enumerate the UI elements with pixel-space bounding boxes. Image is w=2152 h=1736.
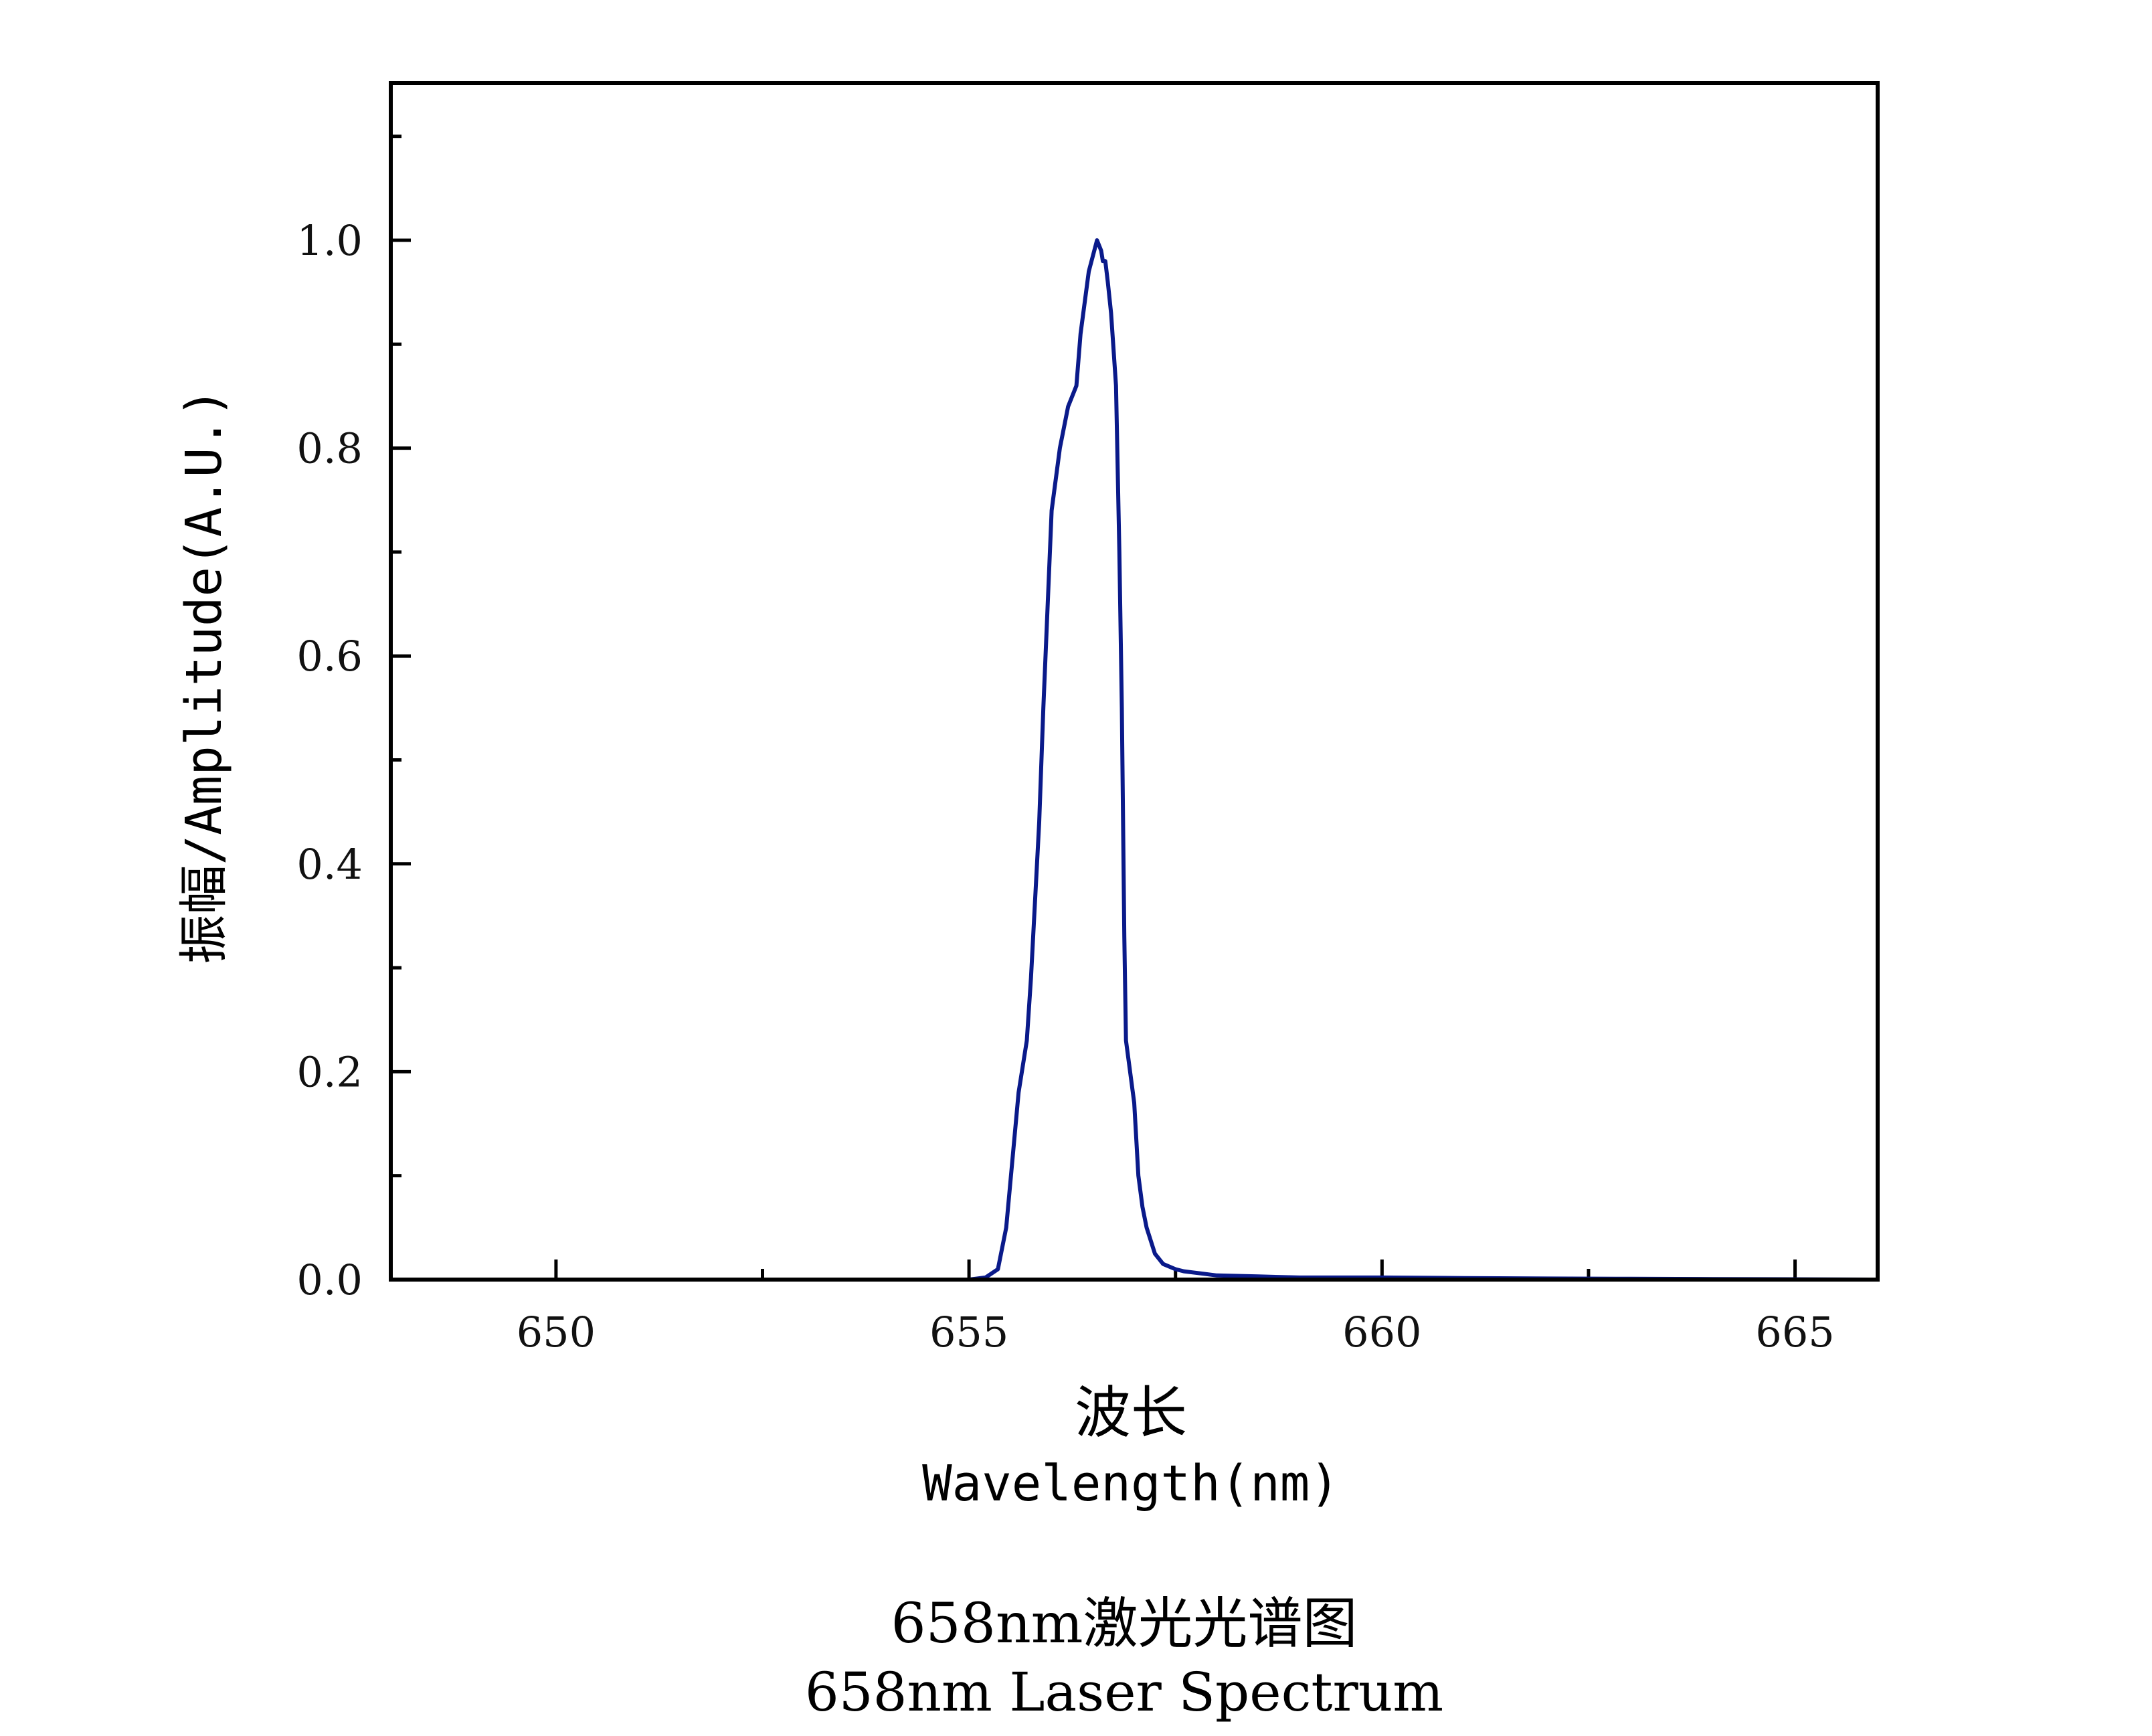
figure-caption-en: 658nm Laser Spectrum: [805, 1661, 1443, 1723]
y-tick-label-0.2: 0.2: [296, 1047, 363, 1096]
x-tick-label-665: 665: [1755, 1308, 1834, 1357]
series-line-spectrum: [389, 238, 1880, 1282]
x-axis-title-en: Wavelength(nm): [922, 1455, 1340, 1512]
y-axis-title: 振幅/Amplitude(A.U.): [175, 388, 233, 964]
plot-frame: [389, 81, 1880, 1282]
y-tick-label-0.0: 0.0: [296, 1255, 363, 1304]
y-tick-label-0.8: 0.8: [296, 424, 363, 473]
y-tick-label-0.4: 0.4: [296, 840, 363, 889]
x-tick-label-655: 655: [929, 1308, 1008, 1357]
x-tick-label-660: 660: [1342, 1308, 1421, 1357]
y-tick-label-1.0: 1.0: [296, 216, 363, 265]
x-tick-label-650: 650: [517, 1308, 596, 1357]
tick-layer: 650 655 660 665 0.0 0.2 0.4 0.6 0.8 1.0: [296, 135, 1835, 1357]
figure-caption-cn: 658nm激光光谱图: [891, 1592, 1357, 1656]
y-tick-label-0.6: 0.6: [296, 632, 363, 681]
x-axis-title-cn: 波长: [1075, 1380, 1187, 1446]
